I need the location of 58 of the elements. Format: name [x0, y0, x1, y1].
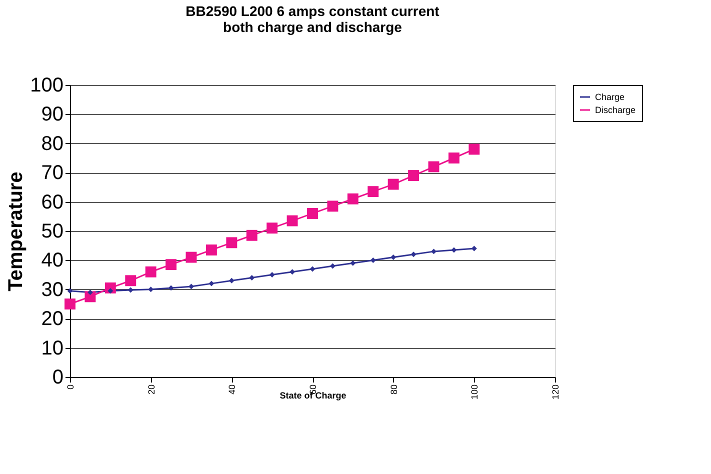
point	[168, 285, 174, 291]
text: BB2590 L200 6 amps constant current	[186, 3, 440, 19]
point	[67, 288, 73, 294]
x-tick-label: 20	[146, 384, 156, 395]
point	[410, 252, 416, 258]
point	[310, 266, 316, 272]
point	[388, 178, 399, 190]
point	[330, 263, 336, 269]
point	[64, 298, 76, 310]
point	[269, 272, 275, 278]
point	[266, 222, 278, 234]
point	[228, 278, 234, 284]
y-tick-label: 10	[41, 337, 64, 360]
y-tick-label: 40	[41, 250, 64, 272]
x-tick-label: 100	[470, 384, 480, 400]
point	[226, 237, 238, 248]
point	[468, 144, 480, 155]
point	[327, 200, 338, 212]
point	[286, 215, 298, 226]
y-tick-label: 60	[41, 191, 64, 214]
point	[347, 193, 358, 204]
y-tick-label: 90	[41, 104, 64, 126]
point	[208, 280, 214, 286]
point	[125, 275, 136, 286]
point	[451, 247, 457, 253]
point	[188, 284, 194, 290]
y-tick-label: 50	[41, 220, 64, 242]
x-tick-label: 80	[388, 384, 399, 395]
point	[307, 208, 318, 219]
point	[431, 248, 436, 254]
point	[246, 230, 258, 241]
y-tick-label: 70	[41, 162, 64, 184]
point	[428, 161, 440, 172]
point	[145, 266, 156, 278]
x-tick-label: 40	[227, 384, 238, 395]
x-tick-label: 120	[550, 384, 560, 400]
legend-label: Discharge	[595, 105, 636, 115]
point	[390, 254, 396, 260]
point	[87, 290, 93, 296]
y-tick-label: 80	[41, 132, 64, 155]
point	[370, 257, 376, 263]
legend-label: Charge	[595, 92, 625, 102]
text: both charge and discharge	[223, 19, 402, 35]
point	[108, 288, 114, 294]
y-tick-label: 100	[30, 74, 64, 96]
x-tick-label: 0	[66, 384, 76, 390]
y-tick-label: 30	[41, 278, 64, 301]
point	[186, 252, 197, 263]
point	[350, 260, 356, 266]
point	[166, 259, 177, 270]
y-axis-title: Temperature	[5, 172, 28, 292]
point	[206, 244, 217, 256]
point	[408, 170, 420, 181]
y-tick-label: 20	[41, 308, 64, 330]
point	[448, 152, 460, 164]
point	[368, 186, 379, 198]
point	[290, 269, 296, 275]
point	[249, 274, 255, 280]
